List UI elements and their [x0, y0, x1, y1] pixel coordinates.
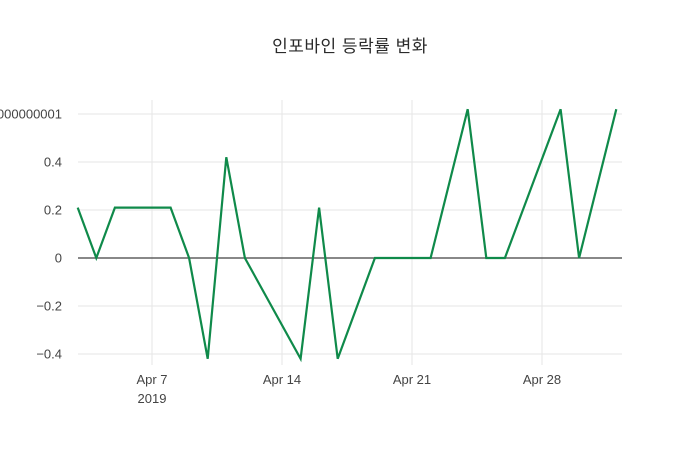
series-line: [76, 108, 618, 363]
x-tick-label: Apr 14: [263, 372, 301, 387]
chart-title: 인포바인 등락률 변화: [272, 37, 428, 56]
y-tick-label: 0.2: [44, 203, 62, 218]
y-tick-label: 0.6000000001: [0, 107, 62, 122]
x-tick-label: Apr 21: [393, 372, 431, 387]
y-tick-label: −0.2: [36, 299, 62, 314]
x-tick-label: Apr 7: [136, 372, 167, 387]
x-tick-label: Apr 28: [523, 372, 561, 387]
y-tick-label: 0.4: [44, 155, 62, 170]
y-tick-label: 0: [55, 251, 62, 266]
y-tick-label: −0.4: [36, 347, 62, 362]
x-tick-sublabel: 2019: [138, 391, 167, 406]
